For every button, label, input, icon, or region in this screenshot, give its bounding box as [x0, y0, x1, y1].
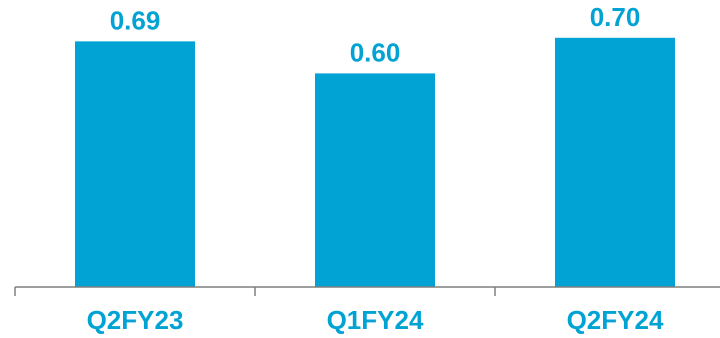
x-tick-labels-group: Q2FY23 Q1FY24 Q2FY24 [87, 305, 664, 335]
tick-label-q2fy24: Q2FY24 [567, 305, 664, 335]
x-axis [14, 286, 720, 296]
tick-label-q1fy24: Q1FY24 [327, 305, 424, 335]
bar-q2fy24 [555, 37, 675, 287]
data-label-q1fy24: 0.60 [350, 37, 401, 67]
value-labels-group: 0.69 0.60 0.70 [110, 2, 641, 68]
tick-label-q2fy23: Q2FY23 [87, 305, 184, 335]
bar-q2fy23 [75, 41, 195, 287]
bars-group [75, 37, 675, 288]
bar-q1fy24 [315, 73, 435, 288]
data-label-q2fy24: 0.70 [590, 2, 641, 32]
data-label-q2fy23: 0.69 [110, 5, 161, 35]
